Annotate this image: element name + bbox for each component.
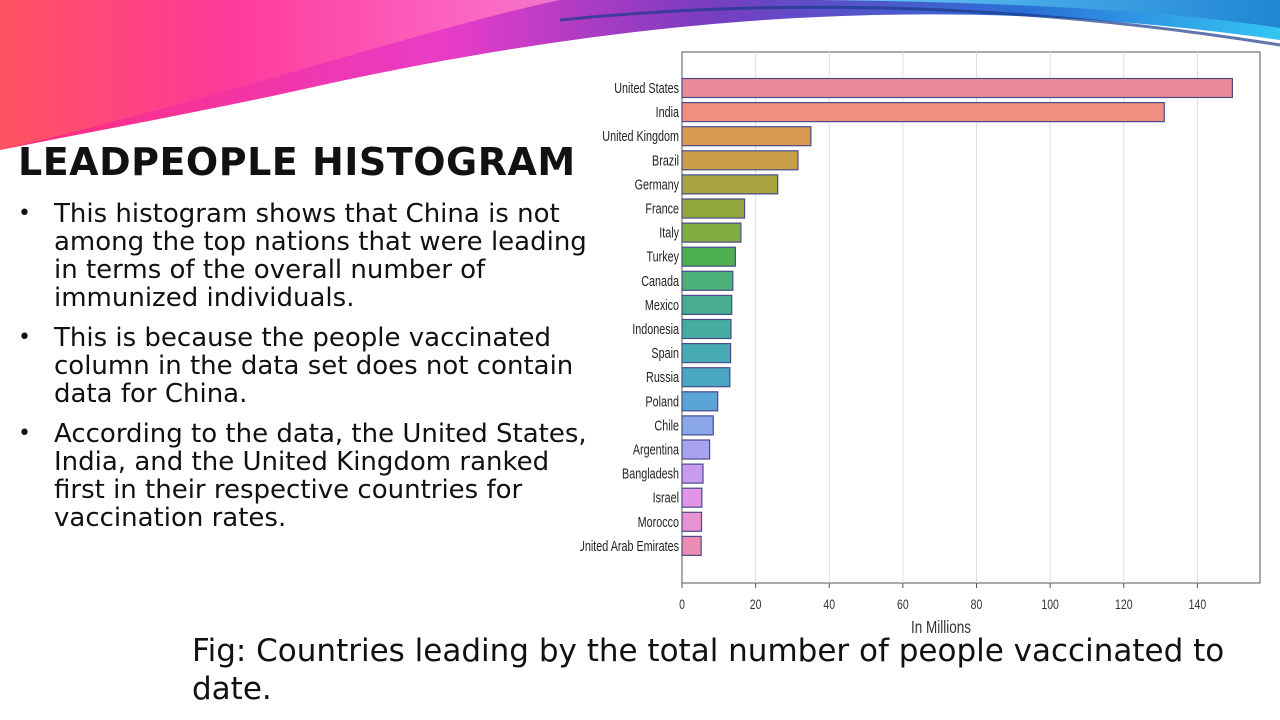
x-tick-label: 100	[1041, 597, 1059, 613]
category-label: India	[656, 103, 680, 120]
category-label: Chile	[654, 417, 679, 434]
category-label: Russia	[646, 368, 680, 385]
category-label: United Kingdom	[602, 127, 679, 144]
bar	[681, 246, 736, 267]
bullet-item: • This histogram shows that China is not …	[18, 200, 598, 312]
bar	[681, 415, 714, 436]
category-label: Canada	[641, 272, 679, 289]
bar	[681, 174, 779, 195]
x-tick-label: 120	[1115, 597, 1133, 613]
x-axis-label: In Millions	[911, 618, 971, 637]
category-label: Germany	[635, 176, 680, 193]
bar	[681, 77, 1233, 99]
category-label: France	[645, 200, 679, 217]
category-label: Bangladesh	[622, 465, 679, 482]
bar	[681, 150, 799, 171]
category-label: United States	[614, 79, 679, 96]
category-label: Italy	[659, 224, 679, 241]
bullet-dot-icon: •	[18, 325, 31, 350]
bar	[681, 391, 719, 412]
bullet-dot-icon: •	[18, 421, 31, 446]
category-label: Poland	[645, 393, 679, 410]
bullet-list: • This histogram shows that China is not …	[18, 200, 598, 544]
category-label: Israel	[653, 489, 679, 506]
bullet-item: • According to the data, the United Stat…	[18, 420, 598, 532]
category-label: United Arab Emirates	[580, 537, 679, 554]
bar-chart: 0 20 40 60 80 100 120 140 United States India Unit…	[577, 51, 1261, 638]
bullet-text: According to the data, the United States…	[54, 419, 587, 533]
bullet-text: This histogram shows that China is not a…	[54, 199, 587, 313]
bar	[681, 439, 711, 460]
category-label: Indonesia	[632, 320, 679, 337]
category-label: Morocco	[638, 513, 679, 530]
x-tick-label: 40	[823, 597, 835, 613]
bar	[681, 511, 703, 532]
bar	[681, 222, 742, 243]
bar	[681, 343, 732, 364]
figure-caption: Fig: Countries leading by the total numb…	[192, 633, 1225, 707]
category-label: Mexico	[645, 296, 679, 313]
x-tick-label: 60	[897, 597, 909, 613]
x-tick-label: 140	[1189, 597, 1207, 613]
bar	[681, 463, 704, 484]
bullet-dot-icon: •	[18, 201, 31, 226]
bar	[681, 535, 702, 556]
bar	[681, 294, 733, 315]
bar	[681, 270, 734, 291]
bar	[681, 101, 1165, 123]
category-label: Brazil	[652, 152, 679, 169]
bar	[681, 198, 746, 219]
decorative-header-swoosh	[0, 0, 1280, 150]
x-tick-label: 0	[679, 597, 685, 613]
bullet-item: • This is because the people vaccinated c…	[18, 324, 598, 408]
category-label: Turkey	[646, 248, 679, 265]
bullet-text: This is because the people vaccinated co…	[54, 323, 574, 409]
slide-title: LEADPEOPLE HISTOGRAM	[18, 140, 576, 184]
x-tick-label: 20	[750, 597, 762, 613]
category-label: Spain	[651, 344, 679, 361]
bar	[681, 318, 732, 340]
bar	[681, 126, 812, 147]
category-label: Argentina	[633, 441, 680, 458]
x-tick-label: 80	[971, 597, 983, 613]
bar	[681, 367, 731, 388]
chart-container: 0 20 40 60 80 100 120 140 United States India Unit…	[577, 48, 1270, 638]
bar	[681, 487, 703, 508]
